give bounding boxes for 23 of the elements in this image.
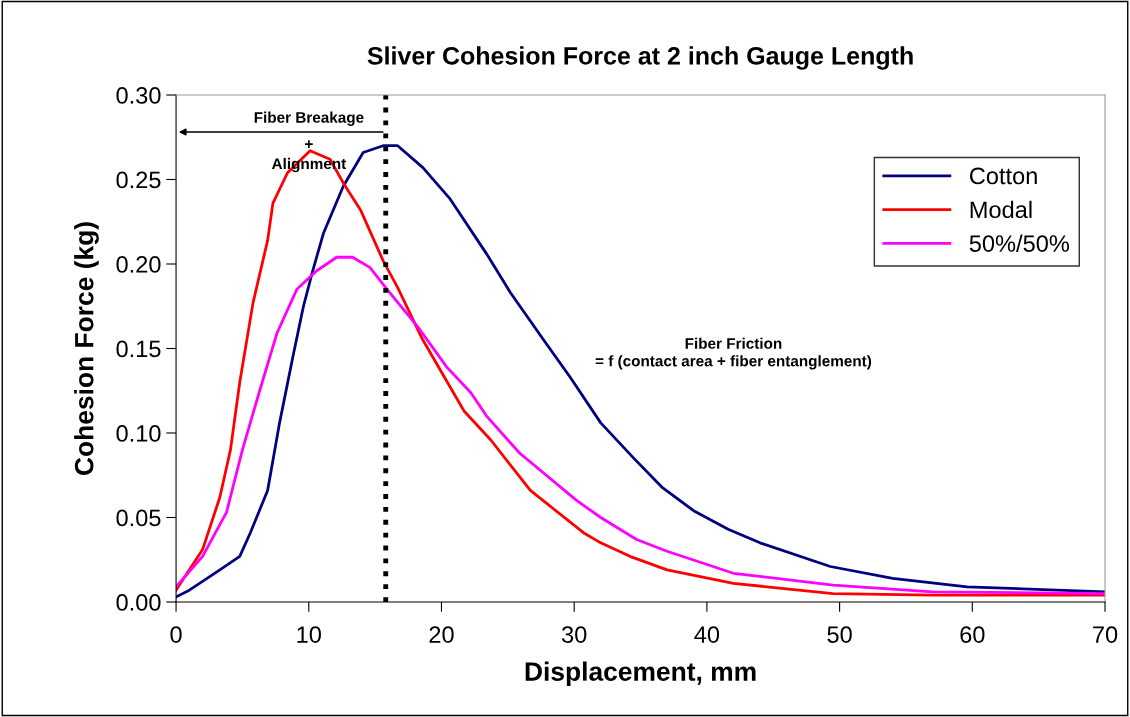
x-axis-title: Displacement, mm — [525, 661, 756, 687]
annotation: Fiber Friction = f (contact area + fiber entanglement) — [595, 337, 872, 370]
legend-label: 50%/50% — [969, 234, 1070, 252]
y-tick-label: 0.20 — [116, 256, 161, 273]
x-tick-label: 40 — [694, 626, 720, 643]
y-tick-label: 0.10 — [116, 425, 161, 442]
x-tick-label: 0 — [170, 626, 182, 643]
x-tick-label: 60 — [960, 626, 985, 643]
y-tick-label: 0.00 — [116, 594, 161, 611]
x-tick-label: 30 — [561, 626, 587, 643]
legend-label: Modal — [970, 200, 1032, 219]
chart-title: Sliver Cohesion Force at 2 inch Gauge Length — [367, 46, 913, 70]
legend-label: Cotton — [969, 167, 1037, 185]
x-tick-label: 20 — [429, 626, 454, 643]
line-series — [176, 255, 1106, 595]
y-tick-label: 0.25 — [116, 171, 161, 189]
x-tick-label: 50 — [827, 626, 852, 643]
x-tick-label: 10 — [297, 626, 321, 643]
x-tick-label: 70 — [1093, 626, 1118, 643]
y-tick-label: 0.30 — [116, 87, 161, 104]
y-tick-label: 0.15 — [116, 340, 161, 358]
y-tick-label: 0.05 — [116, 509, 161, 527]
y-axis-title: Cohesion Force (kg) — [74, 222, 99, 475]
